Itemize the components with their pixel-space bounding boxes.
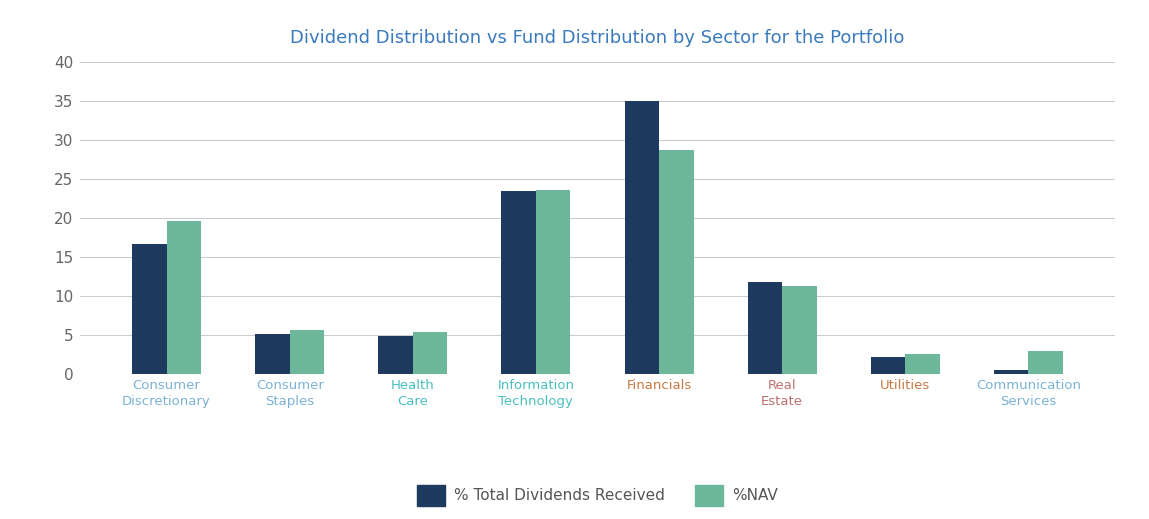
Bar xyxy=(748,282,782,374)
Bar xyxy=(660,151,694,374)
Bar xyxy=(290,330,324,374)
Bar xyxy=(412,332,447,374)
Bar xyxy=(994,370,1028,374)
Bar xyxy=(255,334,290,374)
Bar xyxy=(1028,351,1063,374)
Bar xyxy=(132,243,167,374)
Bar xyxy=(625,101,660,374)
Bar xyxy=(535,190,570,374)
Bar xyxy=(501,190,535,374)
Bar xyxy=(167,221,201,374)
Bar xyxy=(905,354,940,374)
Bar xyxy=(871,357,905,374)
Bar xyxy=(782,286,817,374)
Title: Dividend Distribution vs Fund Distribution by Sector for the Portfolio: Dividend Distribution vs Fund Distributi… xyxy=(291,29,904,47)
Legend: % Total Dividends Received, %NAV: % Total Dividends Received, %NAV xyxy=(417,485,778,506)
Bar xyxy=(378,336,412,374)
